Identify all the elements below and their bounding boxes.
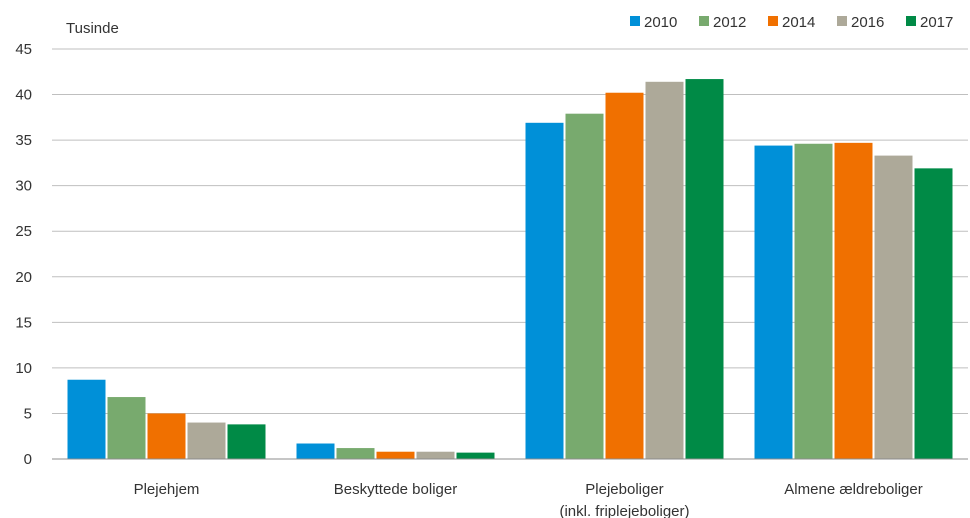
bar-2010 bbox=[754, 145, 793, 460]
y-tick-label: 10 bbox=[15, 360, 32, 377]
bar-2017 bbox=[456, 452, 495, 459]
category-label: Plejeboliger (inkl. friplejeboliger) bbox=[559, 481, 689, 518]
bar-2014 bbox=[147, 413, 186, 459]
y-tick-label: 40 bbox=[15, 87, 32, 104]
bar-2012 bbox=[565, 113, 604, 459]
category-label: Almene ældreboliger bbox=[784, 481, 922, 498]
category-labels: Plejehjem Beskyttede boliger Plejeboliger(… bbox=[134, 481, 923, 518]
legend-swatch-2016 bbox=[837, 16, 847, 26]
legend-swatch-2014 bbox=[768, 16, 778, 26]
legend-label-2010: 2010 bbox=[644, 14, 677, 31]
y-tick-label: 35 bbox=[15, 132, 32, 149]
bar-2017 bbox=[227, 424, 266, 459]
y-tick-label: 45 bbox=[15, 41, 32, 58]
bar-2016 bbox=[874, 155, 913, 459]
gridlines bbox=[52, 48, 968, 414]
bar-2010 bbox=[525, 122, 564, 460]
bar-2012 bbox=[336, 448, 375, 459]
y-axis-unit-label: Tusinde bbox=[66, 20, 119, 37]
bars bbox=[67, 79, 953, 460]
legend-swatch-2010 bbox=[630, 16, 640, 26]
bar-2016 bbox=[187, 422, 226, 459]
bar-2012 bbox=[794, 143, 833, 459]
bar-2017 bbox=[914, 168, 953, 459]
bar-2014 bbox=[834, 142, 873, 459]
bar-2012 bbox=[107, 397, 146, 459]
bar-2010 bbox=[296, 443, 335, 459]
legend-swatch-2012 bbox=[699, 16, 709, 26]
bar-2014 bbox=[376, 451, 415, 459]
y-tick-label: 15 bbox=[15, 314, 32, 331]
category-label: Beskyttede boliger bbox=[334, 481, 457, 498]
legend-label-2014: 2014 bbox=[782, 14, 815, 31]
legend-label-2012: 2012 bbox=[713, 14, 746, 31]
legend-label-2016: 2016 bbox=[851, 14, 884, 31]
bar-2014 bbox=[605, 92, 644, 459]
category-label: Plejehjem bbox=[134, 481, 200, 498]
legend-swatch-2017 bbox=[906, 16, 916, 26]
bar-2016 bbox=[416, 451, 455, 459]
legend: 2010 2012 2014 2016 2017 bbox=[630, 14, 953, 31]
bar-2016 bbox=[645, 81, 684, 460]
y-tick-label: 0 bbox=[24, 451, 32, 468]
y-tick-label: 5 bbox=[24, 405, 32, 422]
bar-2010 bbox=[67, 379, 106, 459]
y-axis-ticks: 0 5 10 15 20 25 30 35 40 45 bbox=[15, 41, 32, 468]
bar-2017 bbox=[685, 79, 724, 460]
y-tick-label: 25 bbox=[15, 223, 32, 240]
y-tick-label: 20 bbox=[15, 269, 32, 286]
y-tick-label: 30 bbox=[15, 178, 32, 195]
legend-label-2017: 2017 bbox=[920, 14, 953, 31]
